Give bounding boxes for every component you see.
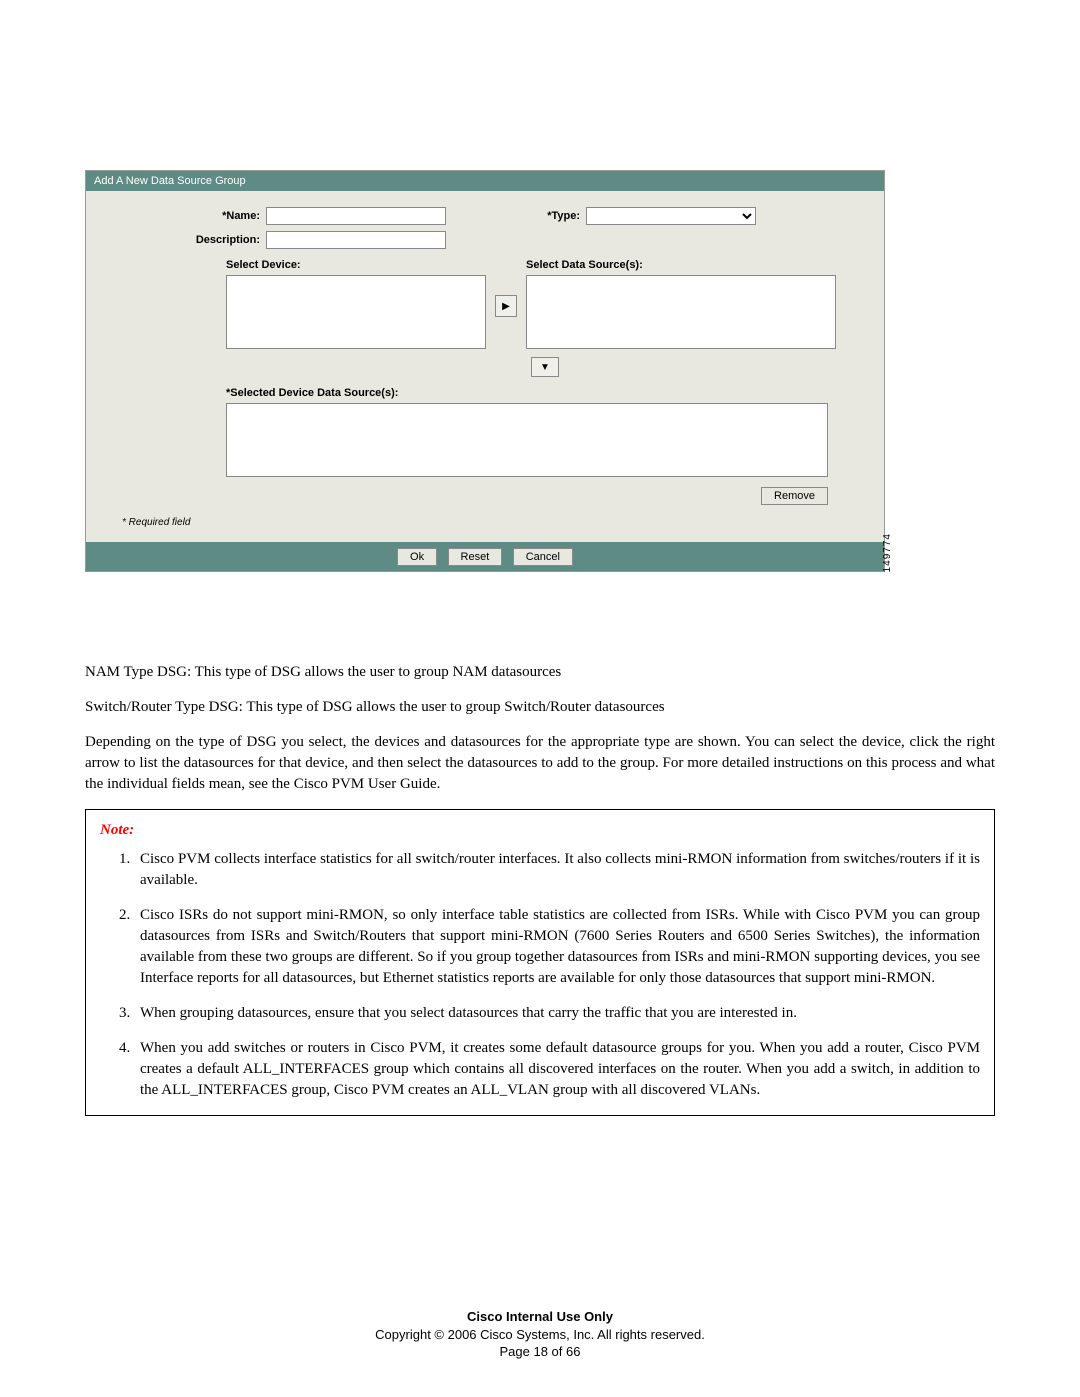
dialog-title: Add A New Data Source Group	[86, 171, 884, 191]
arrow-right-button[interactable]: ▶	[495, 295, 517, 317]
dialog-container: Add A New Data Source Group *Name: *Type…	[85, 170, 891, 572]
arrow-down-button[interactable]: ▼	[531, 357, 559, 377]
footer-copyright: Copyright © 2006 Cisco Systems, Inc. All…	[0, 1326, 1080, 1344]
footer-internal: Cisco Internal Use Only	[0, 1308, 1080, 1326]
image-id-label: 149774	[882, 533, 893, 572]
type-select[interactable]	[586, 207, 756, 225]
document-body: NAM Type DSG: This type of DSG allows th…	[85, 662, 995, 1116]
name-label: *Name:	[106, 210, 266, 222]
required-field-note: * Required field	[106, 515, 864, 534]
paragraph-nam-dsg: NAM Type DSG: This type of DSG allows th…	[85, 662, 995, 683]
selected-device-ds-list[interactable]	[226, 403, 828, 477]
dialog-footer: Ok Reset Cancel	[86, 542, 884, 571]
ok-button[interactable]: Ok	[397, 548, 437, 566]
note-item-4: When you add switches or routers in Cisc…	[134, 1038, 980, 1101]
description-input[interactable]	[266, 231, 446, 249]
reset-button[interactable]: Reset	[448, 548, 503, 566]
paragraph-dsg-explain: Depending on the type of DSG you select,…	[85, 732, 995, 795]
type-label: *Type:	[526, 210, 586, 222]
select-device-label: Select Device:	[226, 259, 486, 271]
note-list: Cisco PVM collects interface statistics …	[100, 849, 980, 1101]
note-title: Note:	[100, 820, 980, 841]
select-data-sources-list[interactable]	[526, 275, 836, 349]
selected-device-ds-label: *Selected Device Data Source(s):	[226, 387, 864, 399]
note-item-1: Cisco PVM collects interface statistics …	[134, 849, 980, 891]
page-footer: Cisco Internal Use Only Copyright © 2006…	[0, 1308, 1080, 1361]
cancel-button[interactable]: Cancel	[513, 548, 573, 566]
footer-page-number: Page 18 of 66	[0, 1343, 1080, 1361]
note-item-3: When grouping datasources, ensure that y…	[134, 1003, 980, 1024]
note-item-2: Cisco ISRs do not support mini-RMON, so …	[134, 905, 980, 989]
remove-button[interactable]: Remove	[761, 487, 828, 505]
arrow-down-icon: ▼	[540, 362, 550, 373]
paragraph-switch-router-dsg: Switch/Router Type DSG: This type of DSG…	[85, 697, 995, 718]
dialog-body: *Name: *Type: Description: Select Device…	[86, 191, 884, 542]
add-dsg-dialog: Add A New Data Source Group *Name: *Type…	[85, 170, 885, 572]
name-input[interactable]	[266, 207, 446, 225]
arrow-right-icon: ▶	[502, 301, 510, 312]
note-box: Note: Cisco PVM collects interface stati…	[85, 809, 995, 1116]
description-label: Description:	[106, 234, 266, 246]
select-device-list[interactable]	[226, 275, 486, 349]
select-data-sources-label: Select Data Source(s):	[526, 259, 864, 271]
